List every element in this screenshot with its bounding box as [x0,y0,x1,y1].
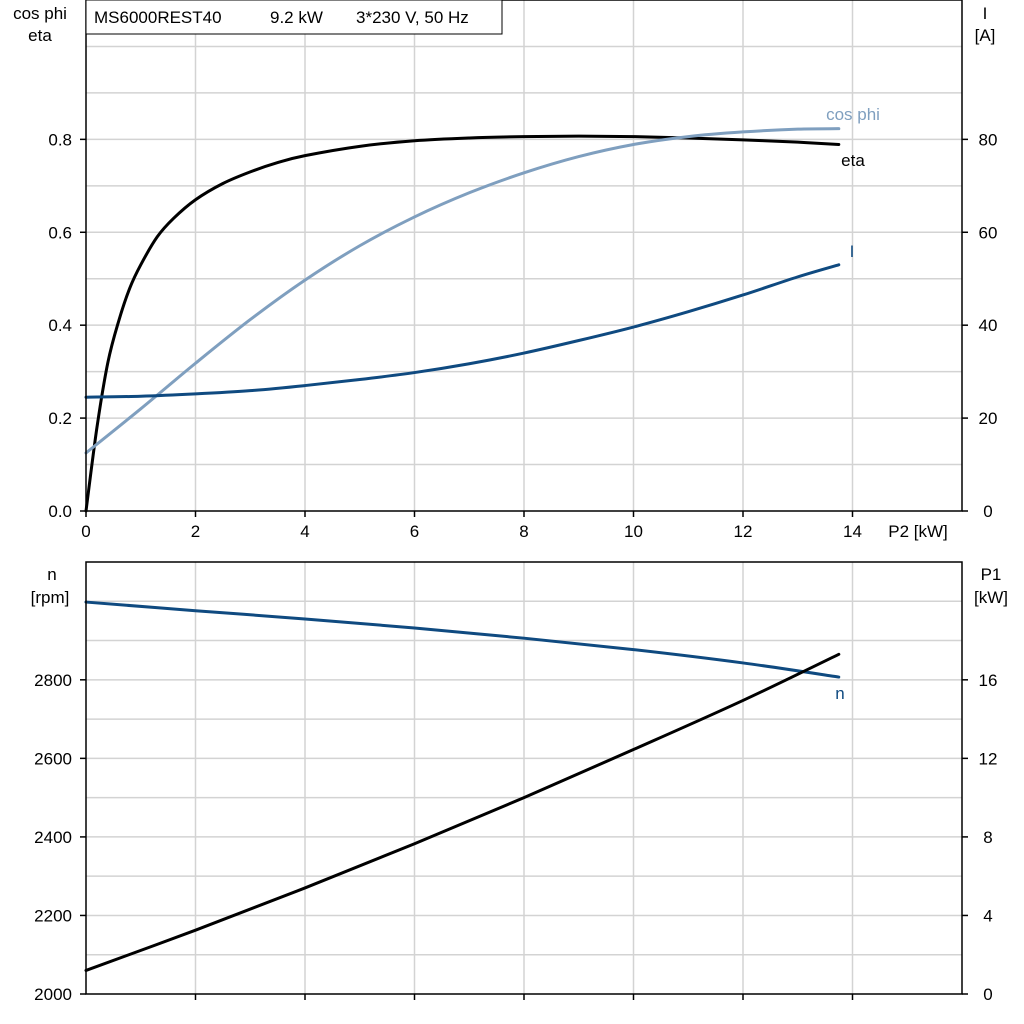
top-panel-curves [84,127,841,513]
eta-curve [84,134,841,513]
i-curve [84,263,841,399]
x-tick-label: 2 [191,522,200,541]
left-tick-label: 0.2 [48,409,72,428]
x-tick-label: 10 [624,522,643,541]
top-left-axis-label-1: cos phi [13,4,67,23]
right-tick-label: 16 [979,671,998,690]
top-right-axis-label-1: I [983,4,988,23]
right-tick-label: 20 [979,409,998,428]
left-tick-label: 0.6 [48,223,72,242]
top-left-axis-label-2: eta [28,26,52,45]
left-tick-label: 2000 [34,985,72,1004]
bottom-left-axis-label-2: [rpm] [31,588,70,607]
top-panel-grid [86,0,962,511]
title-box [85,0,503,35]
left-tick-label: 0.0 [48,502,72,521]
left-tick-label: 2600 [34,749,72,768]
title-supply: 3*230 V, 50 Hz [356,8,469,27]
right-tick-label: 40 [979,316,998,335]
bottom-panel-curves [84,600,841,972]
title-model: MS6000REST40 [94,8,222,27]
title-power: 9.2 kW [270,8,323,27]
left-tick-label: 0.8 [48,130,72,149]
right-tick-label: 4 [983,906,992,925]
x-tick-label: 8 [519,522,528,541]
right-tick-label: 60 [979,223,998,242]
bottom-panel-grid [86,562,962,994]
left-tick-label: 0.4 [48,316,72,335]
left-tick-label: 2400 [34,828,72,847]
bottom-right-axis-label-1: P1 [981,565,1002,584]
cos-phi-curve [84,127,841,455]
right-tick-label: 8 [983,828,992,847]
p1-curve [84,652,841,972]
n-curve [84,600,841,679]
x-tick-label: 4 [300,522,309,541]
left-tick-label: 2200 [34,906,72,925]
right-tick-label: 0 [983,985,992,1004]
x-axis-label: P2 [kW] [888,522,948,541]
bottom-panel-ticks: 2000 2200 2400 2600 2800 0 4 8 12 16 [34,671,997,1004]
current-curve-label: I [850,242,855,261]
x-tick-label: 14 [843,522,862,541]
cosphi-curve-label: cos phi [826,105,880,124]
x-tick-label: 6 [410,522,419,541]
eta-curve-label: eta [841,151,865,170]
x-tick-label: 12 [734,522,753,541]
top-right-axis-label-2: [A] [975,26,996,45]
bottom-left-axis-label-1: n [47,565,56,584]
right-tick-label: 80 [979,130,998,149]
left-tick-label: 2800 [34,671,72,690]
speed-curve-label: n [835,684,844,703]
bottom-right-axis-label-2: [kW] [974,588,1008,607]
right-tick-label: 0 [983,502,992,521]
x-tick-label: 0 [81,522,90,541]
top-panel-ticks: 0.0 0.2 0.4 0.6 0.8 0 20 40 60 80 0 2 4 6 8 10 12 14 [48,130,997,541]
right-tick-label: 12 [979,749,998,768]
